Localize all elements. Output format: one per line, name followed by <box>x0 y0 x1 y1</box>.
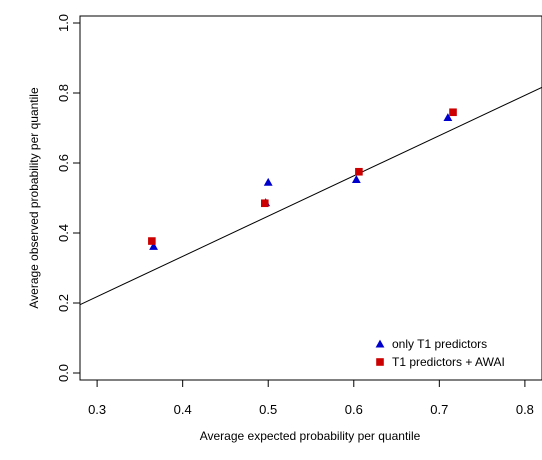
legend-marker-2 <box>376 358 384 366</box>
x-tick-label: 0.8 <box>516 402 534 417</box>
legend-label-2: T1 predictors + AWAI <box>392 355 505 369</box>
series-2-point-3 <box>355 167 363 176</box>
y-axis: 0.0 0.2 0.4 0.6 0.8 1.0 <box>56 14 80 382</box>
legend: only T1 predictors T1 predictors + AWAI <box>375 337 505 369</box>
legend-label-1: only T1 predictors <box>392 337 487 351</box>
legend-marker-1 <box>375 339 385 348</box>
x-tick-label: 0.6 <box>345 402 363 417</box>
points-layer <box>148 108 457 250</box>
y-tick-label: 0.0 <box>56 364 71 382</box>
reference-line-layer <box>79 86 542 306</box>
series-1-point-5 <box>443 113 453 122</box>
y-tick-label: 1.0 <box>56 14 71 32</box>
y-tick-label: 0.8 <box>56 84 71 102</box>
series-2-point-1 <box>148 237 156 245</box>
y-axis-title: Average observed probability per quantil… <box>27 87 41 309</box>
y-tick-label: 0.4 <box>56 224 71 242</box>
y-tick-label: 0.2 <box>56 294 71 312</box>
x-axis-title: Average expected probability per quantil… <box>200 429 421 443</box>
series-2-point-2 <box>261 199 269 208</box>
x-tick-label: 0.5 <box>259 402 277 417</box>
series-1-point-1 <box>149 241 158 250</box>
series-1-point-3 <box>263 177 273 186</box>
x-tick-label: 0.4 <box>174 402 192 417</box>
x-tick-label: 0.3 <box>88 402 106 417</box>
reference-line <box>79 86 542 306</box>
plot-frame <box>79 15 542 381</box>
y-tick-label: 0.6 <box>56 154 71 172</box>
series-2-point-4 <box>449 108 457 117</box>
series-1-point-4 <box>351 175 361 183</box>
x-axis: 0.3 0.4 0.5 0.6 0.7 0.8 <box>88 380 534 417</box>
x-tick-label: 0.7 <box>430 402 448 417</box>
